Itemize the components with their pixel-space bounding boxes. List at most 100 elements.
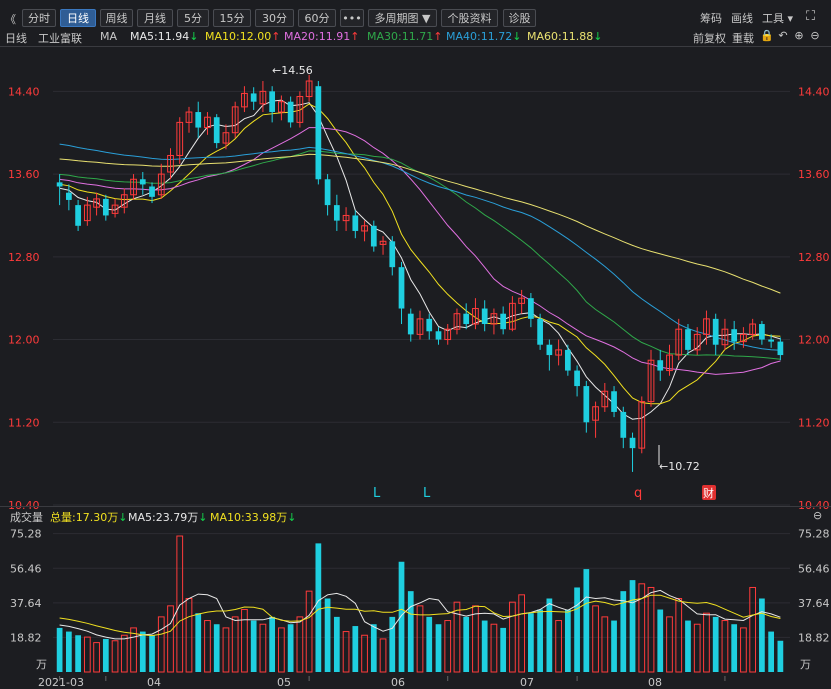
reload-button[interactable]: 重载 bbox=[732, 32, 754, 45]
ma-value: MA5:11.94 bbox=[130, 30, 190, 43]
candle-body bbox=[120, 194, 128, 208]
candle-body bbox=[231, 106, 239, 134]
candle-body bbox=[537, 318, 543, 345]
candle-body bbox=[703, 318, 710, 335]
ma-legend-item-3: MA30:11.71↑ bbox=[367, 30, 442, 44]
volume-bar bbox=[537, 609, 543, 672]
draw-line-button[interactable]: 画线 bbox=[731, 12, 753, 25]
volume-bar bbox=[426, 616, 433, 672]
period-tab-1[interactable]: 日线 bbox=[60, 9, 96, 27]
candle-body bbox=[601, 390, 609, 408]
volume-bar bbox=[490, 623, 498, 673]
price-tick-left: 13.60 bbox=[8, 168, 40, 181]
volume-tick-left: 56.46 bbox=[10, 562, 42, 575]
volume-bar bbox=[518, 594, 526, 673]
fullscreen-icon[interactable]: ⛶ bbox=[806, 9, 816, 24]
volume-tick-right: 18.82 bbox=[798, 631, 830, 644]
period-tab-7[interactable]: 60分 bbox=[298, 9, 336, 27]
ma-arrow: ↓ bbox=[189, 30, 199, 43]
event-marker: L bbox=[373, 486, 381, 501]
candle-body bbox=[342, 214, 350, 222]
high-price-label: ←14.56 bbox=[272, 64, 313, 77]
event-marker: q bbox=[634, 486, 642, 501]
candle-body bbox=[75, 205, 81, 226]
ma-arrow: ↑ bbox=[433, 30, 443, 43]
chip-distribution-button[interactable]: 筹码 bbox=[700, 12, 722, 25]
candle-body bbox=[574, 370, 580, 387]
ma-legend-item-4: MA40:11.72↓ bbox=[446, 30, 521, 44]
period-label: 日线 bbox=[5, 32, 27, 45]
candle-body bbox=[657, 360, 664, 371]
candle-body bbox=[379, 240, 387, 245]
date-label: 2021-03 bbox=[38, 676, 84, 689]
volume-tick-right: 56.46 bbox=[798, 562, 830, 575]
volume-bar bbox=[749, 586, 757, 673]
ma-value: MA20:11.91 bbox=[284, 30, 351, 43]
period-tab-3[interactable]: 月线 bbox=[137, 9, 173, 27]
candle-body bbox=[629, 437, 636, 449]
volume-bar bbox=[75, 635, 81, 672]
volume-bar bbox=[287, 624, 294, 672]
candle-body bbox=[296, 96, 304, 123]
undo-icon[interactable]: ↶ bbox=[778, 29, 788, 42]
candle-body bbox=[463, 313, 470, 325]
candle-body bbox=[204, 116, 211, 129]
candle-body bbox=[333, 205, 340, 221]
candles bbox=[56, 74, 784, 472]
period-tab-6[interactable]: 30分 bbox=[255, 9, 294, 27]
candle-body bbox=[675, 328, 683, 356]
zoom-out-icon[interactable]: ⊖ bbox=[810, 29, 820, 42]
candle-body bbox=[500, 313, 507, 330]
candle-body bbox=[712, 318, 719, 345]
volume-bar bbox=[241, 609, 248, 673]
volume-bar bbox=[777, 640, 784, 672]
candle-body bbox=[518, 297, 526, 304]
candle-body bbox=[721, 328, 729, 346]
price-tick-right: 12.00 bbox=[798, 334, 830, 347]
candle-body bbox=[176, 121, 184, 156]
lock-icon[interactable]: 🔒 bbox=[760, 29, 774, 42]
period-tab-5[interactable]: 15分 bbox=[213, 9, 251, 27]
volume-bar bbox=[731, 624, 738, 672]
volume-bar bbox=[315, 543, 322, 672]
tools-menu-button[interactable]: 工具 ▾ bbox=[762, 12, 794, 25]
volume-bar bbox=[389, 616, 396, 672]
volume-tick-left: 75.28 bbox=[10, 528, 42, 541]
period-tab-9[interactable]: 多周期图 ▼ bbox=[368, 9, 437, 27]
volume-bar bbox=[111, 640, 119, 673]
ma-legend-item-0: MA5:11.94↓ bbox=[130, 30, 198, 44]
volume-bar bbox=[149, 635, 155, 672]
period-tab-4[interactable]: 5分 bbox=[177, 9, 209, 27]
candle-body bbox=[250, 93, 257, 102]
candle-body bbox=[426, 318, 433, 332]
candle-body bbox=[315, 86, 322, 180]
candle-body bbox=[666, 354, 673, 372]
volume-bar bbox=[130, 627, 137, 673]
price-tick-left: 14.40 bbox=[8, 85, 40, 98]
volume-tick-left: 18.82 bbox=[10, 631, 42, 644]
volume-bar bbox=[213, 624, 220, 672]
period-tab-10[interactable]: 个股资料 bbox=[441, 9, 498, 27]
candle-body bbox=[83, 204, 91, 222]
candle-body bbox=[65, 192, 72, 200]
candle-body bbox=[361, 225, 368, 232]
period-tab-11[interactable]: 诊股 bbox=[503, 9, 536, 27]
date-label: 06 bbox=[391, 676, 405, 689]
period-tab-2[interactable]: 周线 bbox=[100, 9, 133, 27]
zoom-in-icon[interactable]: ⊕ bbox=[794, 29, 804, 42]
volume-bar bbox=[463, 616, 470, 672]
collapse-icon[interactable]: 《 bbox=[5, 13, 16, 26]
candle-body bbox=[287, 101, 294, 123]
candle-body bbox=[490, 313, 498, 325]
candle-body bbox=[222, 132, 230, 144]
volume-total-value: 总量:17.30万 bbox=[50, 511, 119, 524]
collapse-volume-icon[interactable]: ⊖ bbox=[813, 509, 823, 522]
candle-body bbox=[269, 91, 276, 113]
forward-adjust-button[interactable]: 前复权 bbox=[693, 32, 726, 45]
candle-body bbox=[56, 182, 63, 187]
volume-bar bbox=[685, 620, 691, 672]
volume-bar bbox=[647, 586, 655, 673]
period-tab-0[interactable]: 分时 bbox=[22, 9, 56, 27]
period-tab-8[interactable]: ••• bbox=[340, 9, 364, 27]
